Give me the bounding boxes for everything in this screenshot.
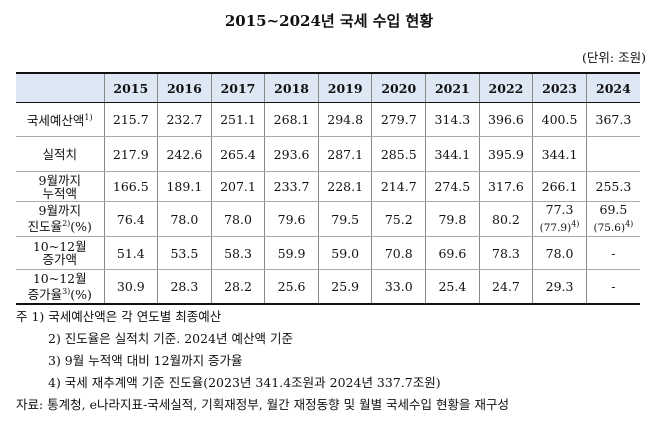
- table-cell: 274.5: [425, 171, 480, 202]
- header-year: 2019: [317, 72, 372, 103]
- tax-revenue-table: 2015 2016 2017 2018 2019 2020 2021 2022 …: [16, 72, 640, 305]
- header-year: 2016: [157, 72, 212, 103]
- table-cell: 266.1: [532, 171, 587, 202]
- table-cell: 242.6: [157, 136, 212, 172]
- table-row: 10~12월 증가율3)(%) 30.9 28.3 28.2 25.6 25.9 …: [16, 269, 640, 305]
- row-label: 9월까지 진도율2)(%): [16, 201, 104, 237]
- row-label: 9월까지 누적액: [16, 171, 104, 202]
- table-cell: -: [585, 269, 640, 305]
- table-cell: 268.1: [264, 102, 319, 137]
- table-row: 9월까지 진도율2)(%) 76.4 78.0 78.0 79.6 79.5 75…: [16, 201, 640, 237]
- table-cell: 78.0: [532, 236, 587, 270]
- table-cell: 80.2: [478, 201, 533, 237]
- table-cell: 78.0: [157, 201, 212, 237]
- table-cell: 344.1: [532, 136, 587, 172]
- table-cell: [585, 136, 640, 172]
- table-cell: 255.3: [585, 171, 640, 202]
- table-cell: 33.0: [371, 269, 426, 305]
- table-cell: 79.8: [425, 201, 480, 237]
- footnotes: 주 1) 국세예산액은 각 연도별 최종예산 2) 진도율은 실적치 기준. 2…: [16, 306, 509, 416]
- table-cell: 215.7: [103, 102, 158, 137]
- header-corner: [16, 72, 104, 103]
- table-cell: 395.9: [478, 136, 533, 172]
- table-row: 국세예산액1) 215.7 232.7 251.1 268.1 294.8 27…: [16, 102, 640, 137]
- table-cell: 214.7: [371, 171, 426, 202]
- table-cell: 285.5: [371, 136, 426, 172]
- table-cell: 24.7: [478, 269, 533, 305]
- row-label: 10~12월 증가액: [16, 236, 104, 270]
- table-cell: 228.1: [317, 171, 372, 202]
- table-cell: 233.7: [264, 171, 319, 202]
- unit-label: (단위: 조원): [582, 50, 646, 65]
- table-cell: 293.6: [264, 136, 319, 172]
- table-cell: 51.4: [103, 236, 158, 270]
- table-cell: 189.1: [157, 171, 212, 202]
- table-cell: 28.2: [210, 269, 265, 305]
- table-cell: 76.4: [103, 201, 158, 237]
- table-cell: 53.5: [157, 236, 212, 270]
- table-cell: 279.7: [371, 102, 426, 137]
- table-cell: 367.3: [585, 102, 640, 137]
- row-label: 10~12월 증가율3)(%): [16, 269, 104, 305]
- table-cell: 29.3: [532, 269, 587, 305]
- header-year: 2017: [210, 72, 265, 103]
- table-cell: 25.9: [317, 269, 372, 305]
- table-cell: 69.5 (75.6)4): [585, 201, 640, 237]
- footnote: 4) 국세 재추계액 기준 진도율(2023년 341.4조원과 2024년 3…: [48, 375, 441, 390]
- table-cell: 251.1: [210, 102, 265, 137]
- table-row: 9월까지 누적액 166.5 189.1 207.1 233.7 228.1 21…: [16, 171, 640, 202]
- header-row: 2015 2016 2017 2018 2019 2020 2021 2022 …: [16, 72, 640, 103]
- table-cell: 59.9: [264, 236, 319, 270]
- table-row: 10~12월 증가액 51.4 53.5 58.3 59.9 59.0 70.8 …: [16, 236, 640, 270]
- table-cell: 317.6: [478, 171, 533, 202]
- table-cell: 314.3: [425, 102, 480, 137]
- table-cell: 217.9: [103, 136, 158, 172]
- table-cell: -: [585, 236, 640, 270]
- table-cell: 265.4: [210, 136, 265, 172]
- header-year: 2015: [103, 72, 158, 103]
- table-cell: 79.6: [264, 201, 319, 237]
- table-cell: 400.5: [532, 102, 587, 137]
- header-year: 2022: [478, 72, 533, 103]
- table-cell: 25.6: [264, 269, 319, 305]
- table-cell: 294.8: [317, 102, 372, 137]
- table-cell: 69.6: [425, 236, 480, 270]
- table-row: 실적치 217.9 242.6 265.4 293.6 287.1 285.5 …: [16, 136, 640, 172]
- table-cell: 75.2: [371, 201, 426, 237]
- footnote: 3) 9월 누적액 대비 12월까지 증가율: [48, 353, 243, 368]
- header-year: 2018: [264, 72, 319, 103]
- table-cell: 78.3: [478, 236, 533, 270]
- table-cell: 58.3: [210, 236, 265, 270]
- table-cell: 232.7: [157, 102, 212, 137]
- header-year: 2024: [585, 72, 640, 103]
- table-cell: 207.1: [210, 171, 265, 202]
- header-year: 2023: [532, 72, 587, 103]
- source-note: 자료: 통계청, e나라지표-국세실적, 기획재정부, 월간 재정동향 및 월별…: [16, 397, 509, 412]
- table-cell: 344.1: [425, 136, 480, 172]
- table-cell: 78.0: [210, 201, 265, 237]
- table-cell: 79.5: [317, 201, 372, 237]
- table-cell: 70.8: [371, 236, 426, 270]
- table-cell: 396.6: [478, 102, 533, 137]
- row-label: 실적치: [16, 136, 104, 172]
- header-year: 2020: [371, 72, 426, 103]
- table-cell: 77.3 (77.9)4): [532, 201, 587, 237]
- footnote: 2) 진도율은 실적치 기준. 2024년 예산액 기준: [48, 331, 293, 346]
- table-cell: 25.4: [425, 269, 480, 305]
- footnote: 주 1) 국세예산액은 각 연도별 최종예산: [16, 309, 222, 324]
- header-year: 2021: [425, 72, 480, 103]
- table-cell: 166.5: [103, 171, 158, 202]
- table-cell: 287.1: [317, 136, 372, 172]
- row-label: 국세예산액1): [16, 102, 104, 137]
- table-cell: 30.9: [103, 269, 158, 305]
- table-cell: 28.3: [157, 269, 212, 305]
- table-title: 2015~2024년 국세 수입 현황: [224, 12, 434, 30]
- table-cell: 59.0: [317, 236, 372, 270]
